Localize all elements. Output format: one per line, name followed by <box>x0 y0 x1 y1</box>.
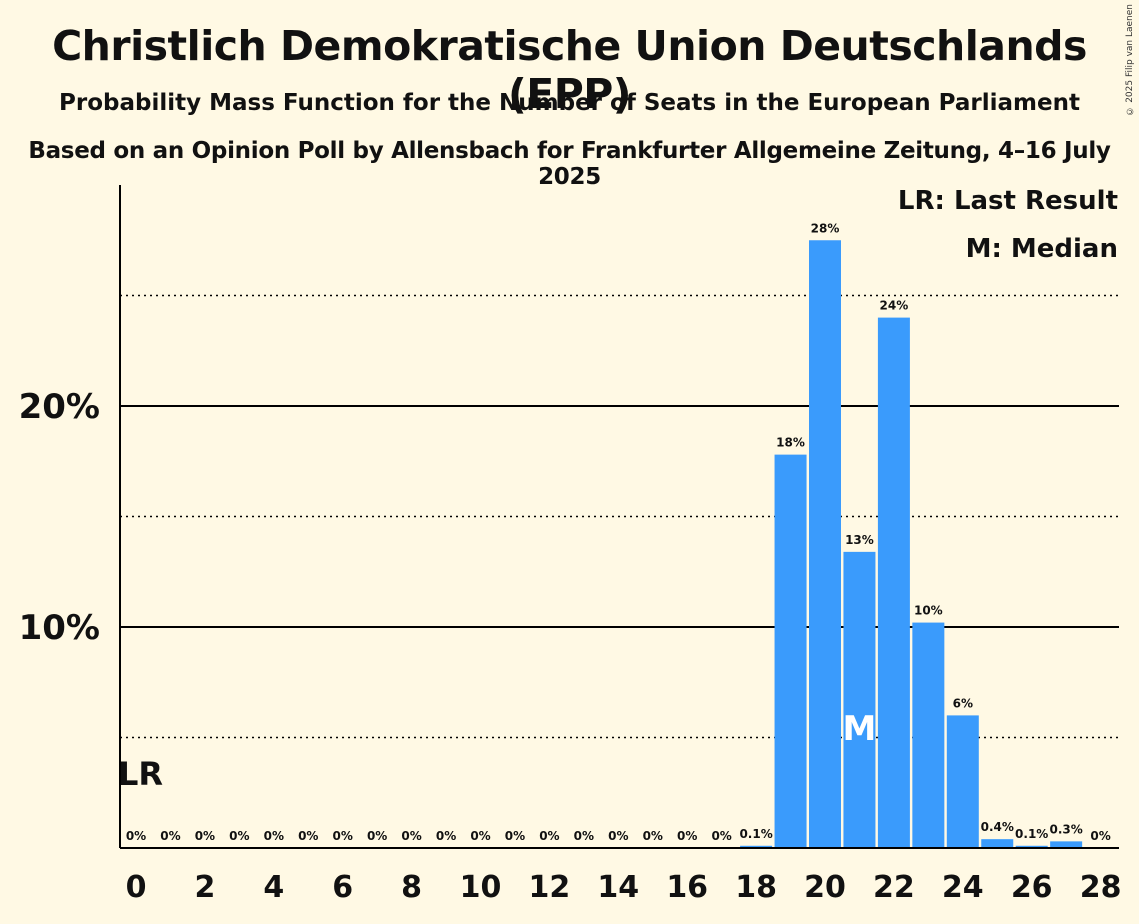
bar-value-label: 0.3% <box>1050 822 1083 836</box>
bar-value-label: 0% <box>195 829 215 843</box>
bar <box>843 551 876 848</box>
x-tick-label: 0 <box>126 870 147 905</box>
bar-value-label: 28% <box>811 221 840 235</box>
bar-value-label: 18% <box>776 436 805 450</box>
bars: 0% 0% 0% 0% 0% 0% 0% 0% 0% 0% 0% 0% 0% 0% 0% 0% 0% 0% 0.1%… <box>126 221 1111 849</box>
bar-value-label: 0.4% <box>981 820 1014 834</box>
bar-value-label: 0% <box>470 829 490 843</box>
x-tick-label: 22 <box>873 870 915 905</box>
bar-value-label: 0% <box>1090 829 1110 843</box>
bar <box>809 240 841 848</box>
bar-value-label: 0% <box>608 829 628 843</box>
bar-value-label: 0% <box>505 829 525 843</box>
bar-value-label: 0% <box>574 829 594 843</box>
bar-value-label: 0% <box>677 829 697 843</box>
x-tick-label: 18 <box>735 870 777 905</box>
bar <box>1015 845 1048 848</box>
x-tick-label: 6 <box>332 870 353 905</box>
bar <box>912 622 945 848</box>
x-tick-label: 10 <box>460 870 502 905</box>
y-tick-label: 20% <box>19 387 100 427</box>
y-tick-label: 10% <box>19 608 100 648</box>
chart-source-line: Based on an Opinion Poll by Allensbach f… <box>28 138 1111 190</box>
bar-value-label: 0% <box>333 829 353 843</box>
legend-entry: M: Median <box>966 234 1118 264</box>
bar-value-label: 0% <box>367 829 387 843</box>
median-marker: M <box>843 709 877 749</box>
bar-value-label: 0.1% <box>739 827 772 841</box>
bar-value-label: 13% <box>845 533 874 547</box>
bar <box>740 845 773 848</box>
x-tick-label: 26 <box>1011 870 1053 905</box>
bar <box>877 317 910 849</box>
bar <box>1050 841 1083 848</box>
legend: LR: Last Result M: Median <box>898 186 1118 264</box>
legend-entry: LR: Last Result <box>898 186 1118 216</box>
x-tick-label: 4 <box>263 870 284 905</box>
bar-value-label: 0% <box>298 829 318 843</box>
bar-value-label: 0% <box>401 829 421 843</box>
bar-value-label: 0% <box>264 829 284 843</box>
x-tick-label: 12 <box>529 870 571 905</box>
x-tick-label: 28 <box>1080 870 1122 905</box>
chart-title: Christlich Demokratische Union Deutschla… <box>52 22 1087 118</box>
bar-value-label: 0% <box>643 829 663 843</box>
markers: LR M <box>118 709 876 793</box>
bar-value-label: 0% <box>229 829 249 843</box>
x-tick-label: 20 <box>804 870 846 905</box>
bar-value-label: 24% <box>880 299 909 313</box>
x-tick-label: 8 <box>401 870 422 905</box>
bar-value-label: 0% <box>160 829 180 843</box>
x-tick-label: 16 <box>666 870 708 905</box>
y-axis-ticks: 10% 20% <box>19 387 100 648</box>
chart-subtitle: Probability Mass Function for the Number… <box>59 90 1080 116</box>
x-axis-ticks: 0 2 4 6 8 10 12 14 16 18 20 22 24 26 28 <box>126 870 1122 905</box>
x-tick-label: 14 <box>597 870 639 905</box>
bar-value-label: 0% <box>539 829 559 843</box>
last-result-marker: LR <box>118 755 163 793</box>
x-tick-label: 2 <box>194 870 215 905</box>
bar-value-label: 0% <box>711 829 731 843</box>
gridlines <box>120 294 1119 739</box>
bar-value-label: 10% <box>914 604 943 618</box>
x-tick-label: 24 <box>942 870 984 905</box>
bar-value-label: 0% <box>126 829 146 843</box>
bar-value-label: 6% <box>953 696 973 710</box>
bar-value-label: 0.1% <box>1015 827 1048 841</box>
bar <box>774 454 807 848</box>
bar-value-label: 0% <box>436 829 456 843</box>
bar <box>946 715 979 848</box>
bar <box>981 839 1014 848</box>
